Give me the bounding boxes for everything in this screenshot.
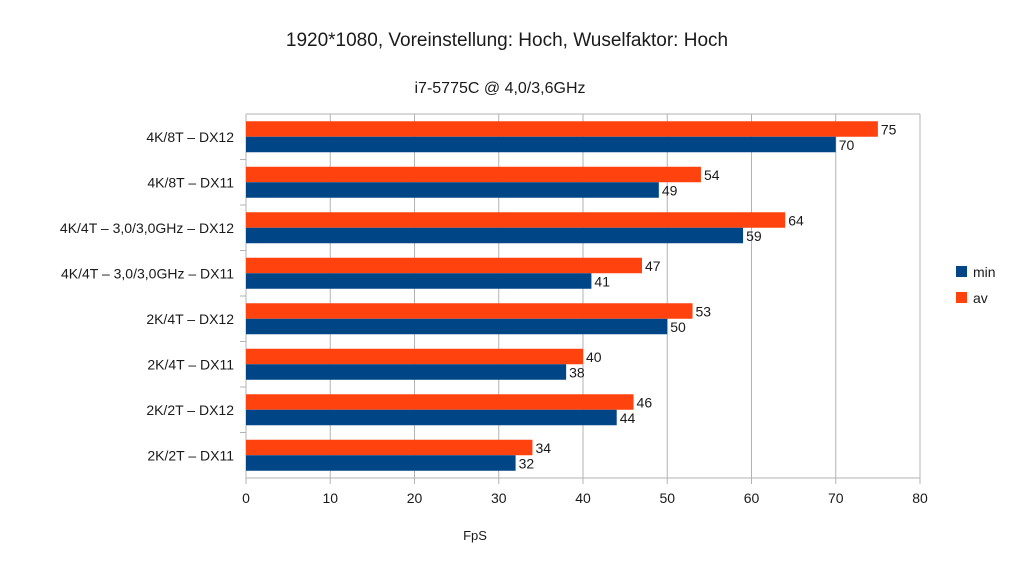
bar-av	[246, 166, 701, 183]
category-label: 4K/8T – DX11	[147, 174, 234, 190]
x-tick-label: 70	[828, 490, 844, 506]
category-label: 2K/2T – DX11	[147, 447, 234, 463]
category-label: 2K/4T – DX11	[147, 356, 234, 372]
data-label-av: 75	[881, 121, 897, 137]
bar-min	[246, 227, 744, 244]
bar-av	[246, 303, 693, 319]
legend-swatch-av	[956, 292, 967, 303]
data-label-min: 50	[670, 319, 686, 335]
bar-av	[246, 394, 634, 410]
legend-swatch-min	[956, 266, 967, 277]
data-label-min: 44	[620, 410, 636, 426]
legend: min av	[956, 264, 996, 306]
x-tick-label: 20	[407, 490, 423, 506]
chart-subtitle: i7-5775C @ 4,0/3,6GHz	[415, 80, 586, 97]
bar-min	[246, 364, 567, 380]
bar-min	[246, 273, 592, 289]
legend-label-av: av	[973, 290, 988, 306]
data-label-av: 34	[535, 440, 551, 456]
x-tick-label: 40	[575, 490, 591, 506]
x-axis-title: FpS	[463, 528, 487, 543]
bar-av	[246, 439, 533, 456]
bar-av	[246, 121, 878, 137]
data-label-min: 70	[839, 137, 855, 153]
x-tick-label: 50	[659, 490, 675, 506]
x-tick-label: 80	[912, 490, 928, 506]
bar-min	[246, 136, 836, 153]
category-labels: 4K/8T – DX12 4K/8T – DX11 4K/4T – 3,0/3,0G…	[60, 129, 234, 464]
data-label-av: 40	[586, 349, 602, 365]
category-label: 2K/2T – DX12	[146, 402, 234, 418]
data-label-min: 32	[519, 455, 535, 471]
bar-min	[246, 182, 659, 198]
x-tick-label: 10	[322, 490, 338, 506]
category-label: 4K/4T – 3,0/3,0GHz – DX11	[61, 265, 234, 281]
x-tick-label: 30	[491, 490, 507, 506]
data-label-min: 38	[569, 364, 585, 380]
chart-title: 1920*1080, Voreinstellung: Hoch, Wuselfa…	[286, 30, 728, 51]
data-label-av: 47	[645, 258, 661, 274]
bar-av	[246, 212, 786, 228]
x-axis-ticks: 0 10 20 30 40 50 60 70 80	[242, 490, 928, 506]
data-label-av: 46	[637, 394, 653, 410]
x-tick-label: 60	[744, 490, 760, 506]
category-label: 2K/4T – DX12	[146, 311, 234, 327]
category-label: 4K/8T – DX12	[146, 129, 234, 145]
data-label-av: 53	[696, 303, 712, 319]
legend-label-min: min	[973, 264, 996, 280]
data-label-min: 41	[594, 273, 610, 289]
data-label-min: 49	[662, 182, 678, 198]
data-label-av: 64	[788, 212, 804, 228]
data-label-av: 54	[704, 167, 720, 183]
bar-min	[246, 455, 516, 471]
x-tick-label: 0	[242, 490, 250, 506]
bar-av	[246, 257, 642, 274]
bar-min	[246, 409, 617, 426]
bar-av	[246, 348, 583, 365]
category-label: 4K/4T – 3,0/3,0GHz – DX12	[60, 220, 234, 236]
bar-min	[246, 318, 668, 335]
bars	[246, 121, 878, 471]
data-label-min: 59	[746, 228, 762, 244]
